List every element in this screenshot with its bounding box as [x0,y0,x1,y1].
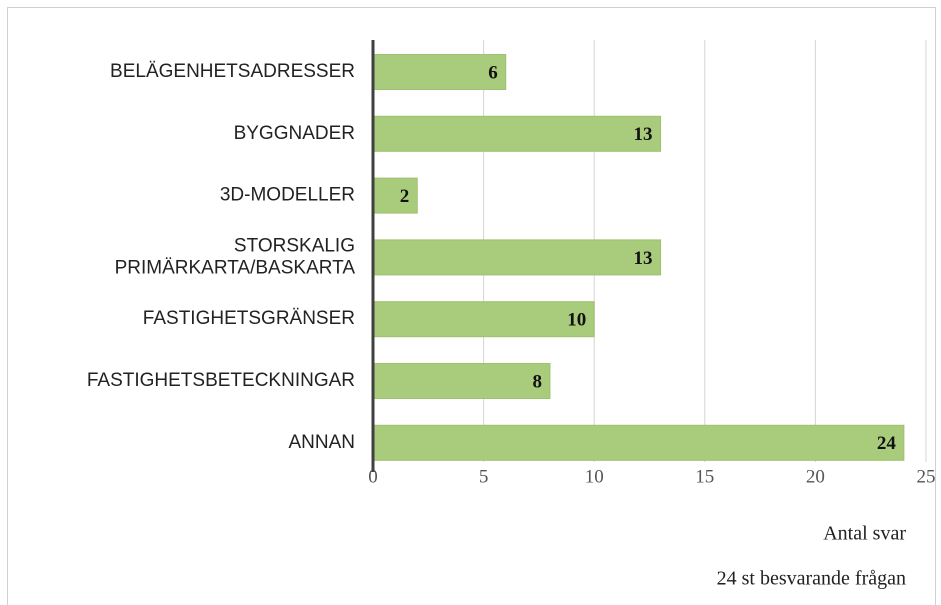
y-tick-label: 3D-MODELLER [220,185,355,206]
bar [372,424,905,461]
annotation: 24 st besvarande frågan [717,568,906,590]
bar [372,239,662,276]
bar [372,363,551,399]
bar [372,115,662,152]
bar [372,301,595,338]
y-tick-label: ANNAN [288,432,355,453]
value-label: 13 [634,248,653,269]
y-tick-label: BYGGNADER [234,123,355,144]
value-label: 10 [567,310,586,331]
value-label: 24 [877,433,897,454]
y-tick-label: BELÄGENHETSADRESSER [110,61,355,82]
value-label: 8 [532,371,542,392]
x-axis-label: Antal svar [823,523,906,545]
x-tick-label: 0 [368,466,378,487]
frame [7,7,936,605]
y-tick-label: FASTIGHETSBETECKNINGAR [87,370,355,391]
bar [372,54,507,90]
x-tick-label: 10 [585,466,604,487]
y-tick-label: FASTIGHETSGRÄNSER [143,308,355,329]
x-tick-label: 20 [806,466,825,487]
value-label: 6 [488,62,498,83]
bar [372,177,418,214]
y-tick-label: STORSKALIG PRIMÄRKARTA/BASKARTA [115,235,356,278]
x-tick-label: 25 [917,466,936,487]
value-label: 2 [400,186,410,207]
x-tick-label: 5 [479,466,489,487]
x-tick-label: 15 [695,466,714,487]
value-label: 13 [634,124,653,145]
